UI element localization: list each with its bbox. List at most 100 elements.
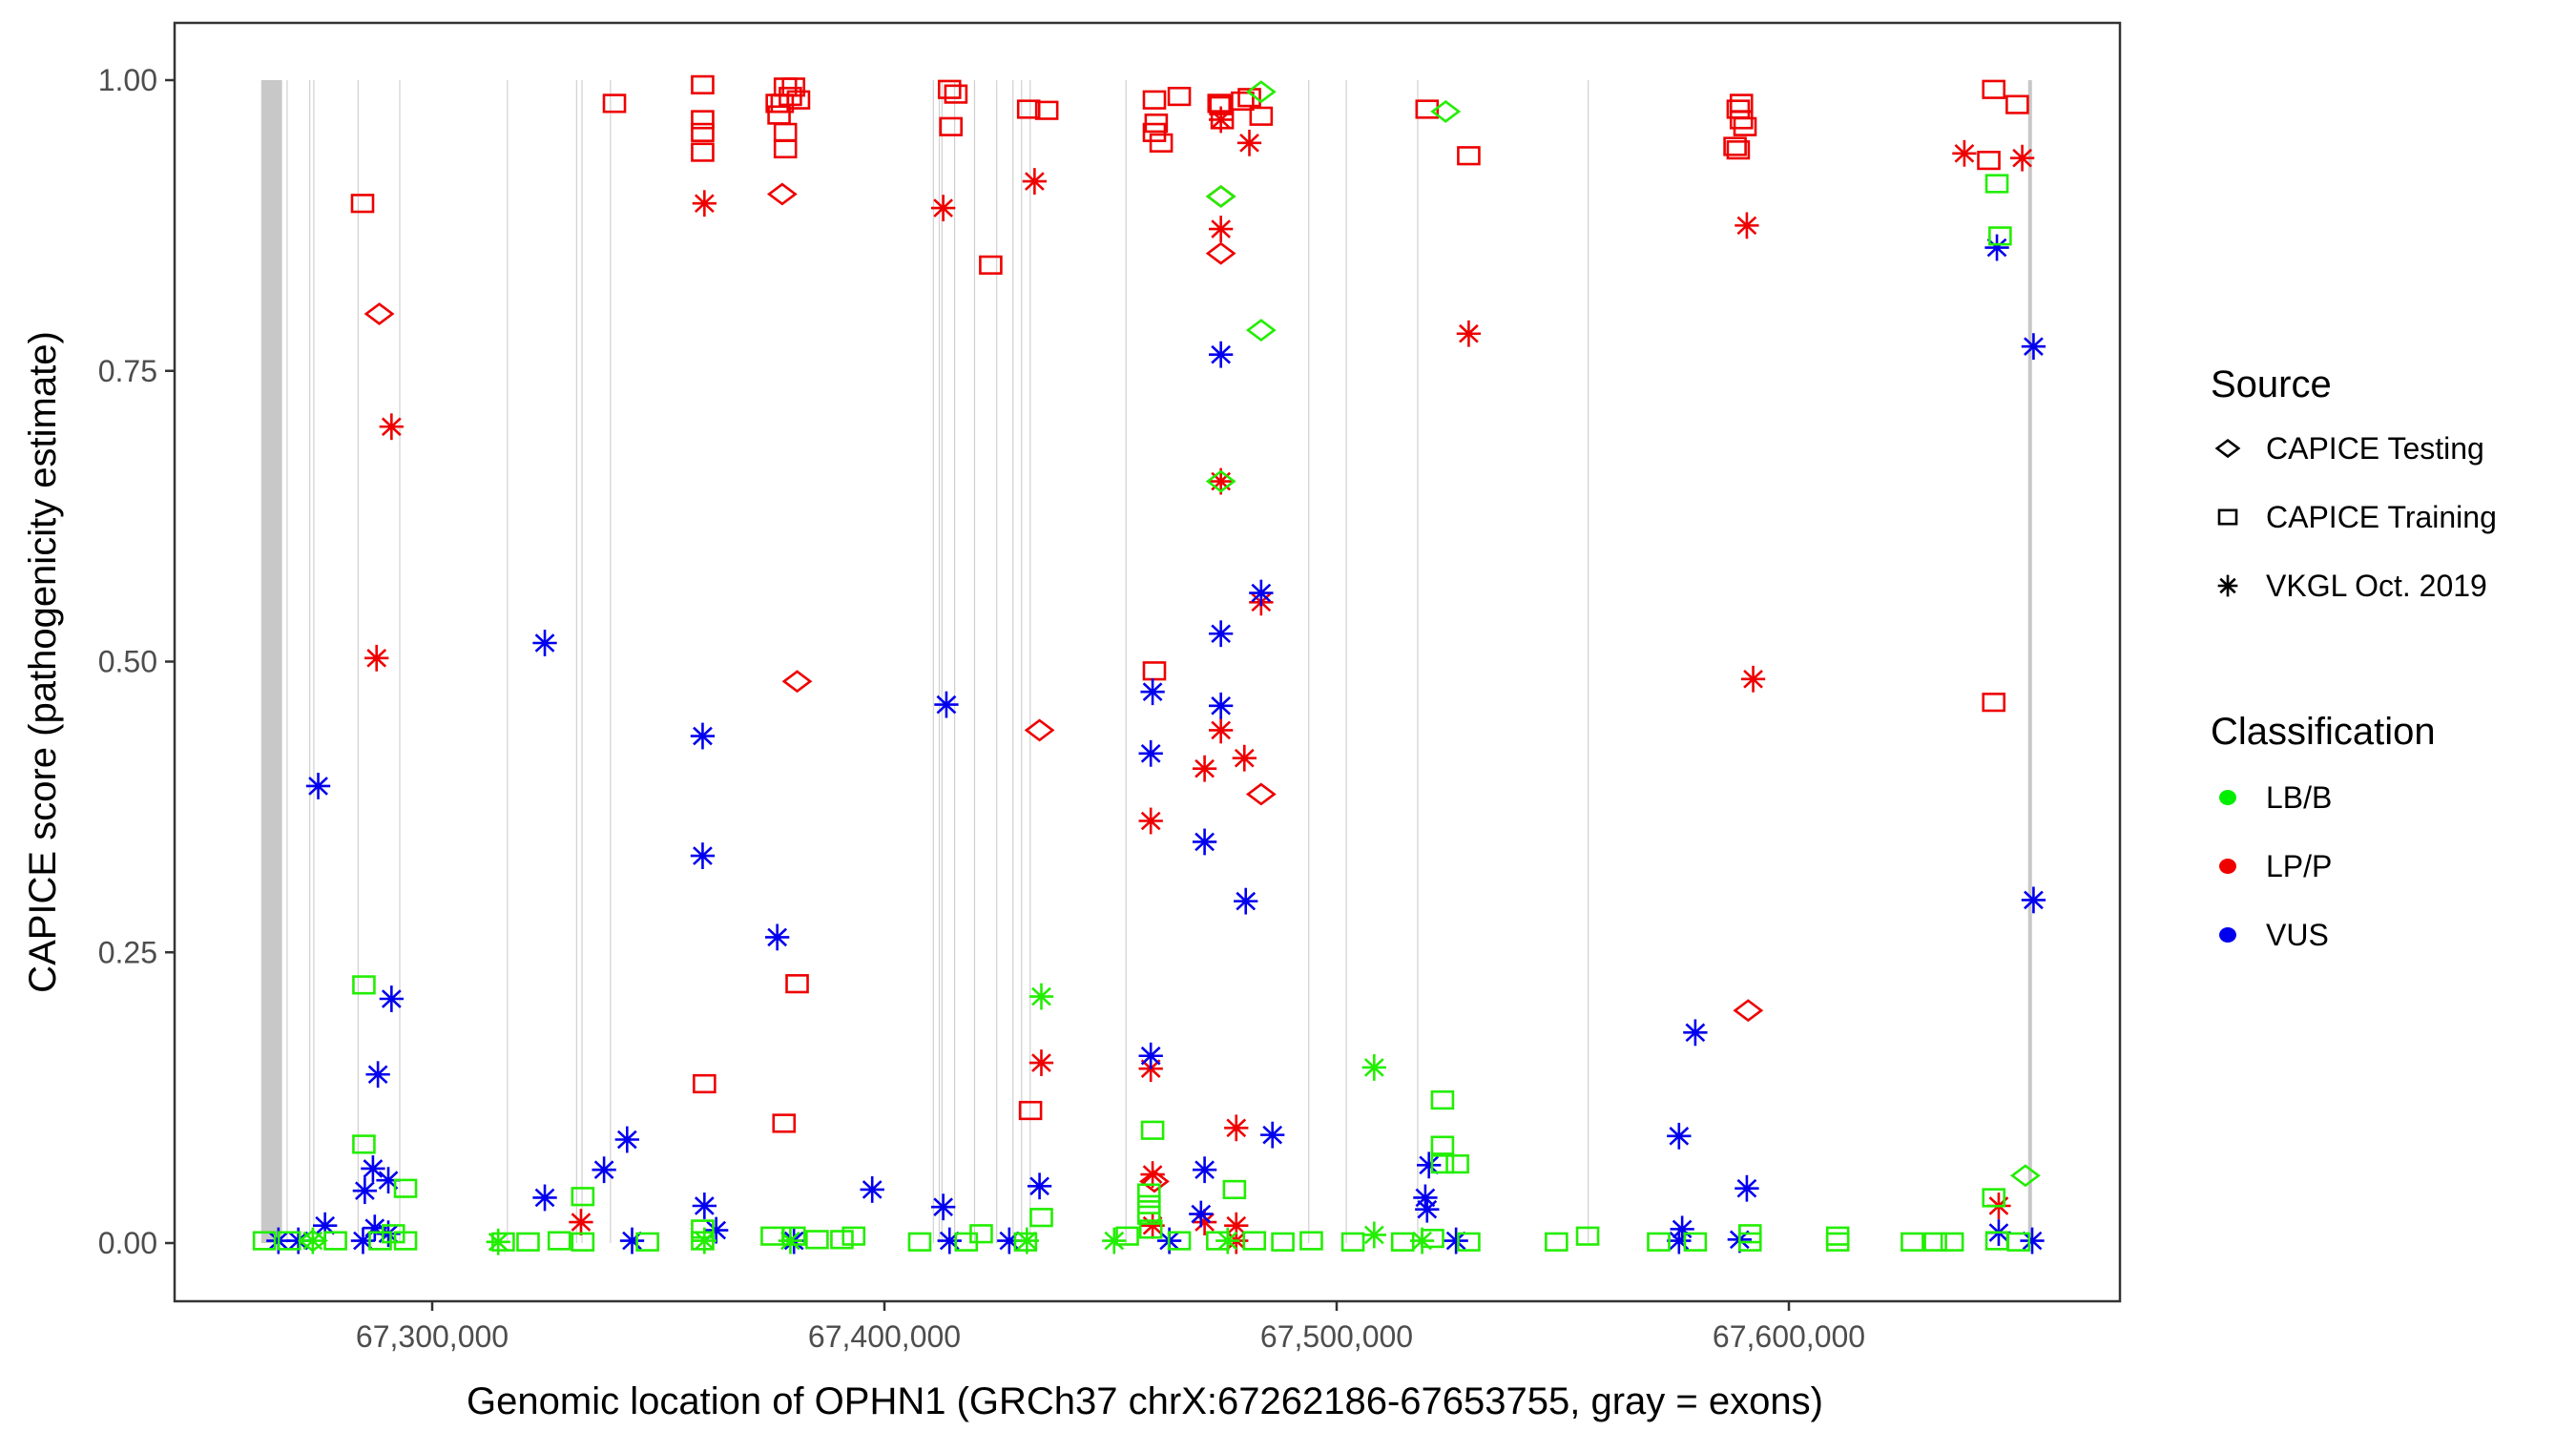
point-square — [1142, 122, 1167, 142]
point-diamond — [2009, 1164, 2041, 1188]
point-asterisk — [692, 1227, 717, 1255]
point-asterisk — [1138, 739, 1163, 767]
point-square — [979, 255, 1003, 275]
point-asterisk — [1415, 1195, 1440, 1223]
asterisk-stroke — [534, 1188, 555, 1208]
asterisk-stroke — [1211, 344, 1232, 364]
point-square — [2217, 508, 2238, 526]
exon-band — [2027, 80, 2032, 1243]
legend-class-items: LB/B LP/P VUS — [2219, 780, 2332, 952]
point-asterisk — [1260, 1121, 1285, 1149]
point-asterisk — [1224, 1212, 1249, 1239]
point-square — [693, 1073, 717, 1094]
legend-class-swatch — [2219, 790, 2236, 805]
series-vkgl-oct-2019-lb-b — [301, 983, 1435, 1255]
point-square — [772, 1113, 797, 1133]
asterisk-stroke — [1234, 748, 1255, 768]
asterisk-stroke — [933, 198, 953, 218]
asterisk-stroke — [593, 1160, 614, 1180]
legend-source-label: CAPICE Training — [2266, 500, 2497, 534]
asterisk-stroke — [1211, 219, 1232, 238]
asterisk-stroke — [1236, 891, 1257, 911]
asterisk-stroke — [2012, 148, 2032, 168]
asterisk-stroke — [1029, 1176, 1049, 1196]
point-square — [1136, 1183, 1161, 1203]
point-square — [1545, 1232, 1568, 1252]
point-asterisk — [569, 1209, 593, 1235]
asterisk-stroke — [366, 649, 387, 668]
points-layer — [252, 74, 2046, 1255]
point-asterisk — [1140, 1161, 1165, 1188]
asterisk-stroke — [1142, 1165, 1163, 1184]
point-diamond — [1205, 241, 1236, 265]
point-square — [1723, 136, 1747, 156]
exon-band — [313, 80, 315, 1243]
point-asterisk — [1138, 807, 1163, 835]
point-asterisk — [486, 1228, 510, 1255]
point-square — [381, 1224, 405, 1244]
series-capice-training-lp-p — [350, 74, 2029, 1133]
asterisk-stroke — [1363, 1058, 1384, 1077]
exon-band — [1125, 80, 1127, 1243]
point-square — [602, 93, 627, 114]
point-square — [907, 1232, 932, 1252]
point-asterisk — [1140, 678, 1165, 706]
point-square — [1029, 1208, 1053, 1228]
asterisk-stroke — [1226, 1215, 1247, 1235]
point-diamond — [1733, 999, 1764, 1023]
exon-band — [953, 80, 956, 1243]
point-asterisk — [1102, 1227, 1127, 1255]
point-square — [841, 1226, 866, 1246]
asterisk-stroke — [1195, 758, 1215, 778]
legend: Source CAPICE Testing CAPICE Training VKGL… — [2211, 363, 2497, 952]
point-asterisk — [1209, 341, 1234, 368]
point-diamond — [1205, 184, 1236, 208]
point-asterisk — [1236, 129, 1262, 156]
point-asterisk — [352, 1177, 378, 1205]
point-asterisk — [1022, 168, 1048, 195]
point-square — [1982, 693, 2006, 713]
point-asterisk — [1028, 1049, 1054, 1076]
exons-layer — [260, 80, 2032, 1243]
legend-source-title: Source — [2211, 363, 2332, 405]
point-asterisk — [765, 923, 790, 951]
point-diamond — [781, 670, 813, 694]
point-square — [352, 975, 376, 995]
y-tick-label: 0.50 — [98, 645, 157, 679]
y-axis-title: CAPICE score (pathogenicity estimate) — [22, 331, 64, 993]
asterisk-stroke — [1195, 1160, 1215, 1180]
point-square — [1167, 86, 1192, 107]
asterisk-stroke — [780, 1231, 800, 1251]
exon-band — [1308, 80, 1310, 1243]
asterisk-stroke — [1459, 323, 1479, 343]
point-asterisk — [1189, 1200, 1214, 1228]
point-square — [1445, 1154, 1469, 1174]
asterisk-stroke — [694, 1196, 715, 1215]
x-tick-label: 67,300,000 — [356, 1319, 509, 1354]
asterisk-stroke — [1140, 743, 1161, 763]
point-asterisk — [1735, 212, 1759, 239]
point-asterisk — [1232, 744, 1257, 772]
point-square — [1149, 133, 1174, 153]
asterisk-stroke — [1024, 172, 1045, 191]
point-asterisk — [1192, 828, 1217, 856]
exon-band — [932, 80, 934, 1243]
point-asterisk — [930, 195, 956, 222]
point-square — [691, 74, 715, 94]
point-asterisk — [379, 413, 404, 441]
point-square — [1733, 116, 1757, 136]
point-asterisk — [592, 1156, 616, 1184]
point-square — [1430, 1135, 1455, 1155]
x-tick-label: 67,400,000 — [808, 1319, 961, 1354]
point-asterisk — [379, 985, 404, 1012]
point-square — [547, 1231, 571, 1251]
point-square — [1249, 106, 1274, 126]
asterisk-stroke — [1217, 1231, 1238, 1251]
asterisk-stroke — [1195, 832, 1215, 852]
point-asterisk — [2021, 333, 2046, 361]
asterisk-stroke — [862, 1180, 883, 1199]
asterisk-stroke — [534, 633, 555, 653]
legend-source-items: CAPICE Testing CAPICE Training VKGL Oct. 2… — [2214, 431, 2497, 603]
asterisk-stroke — [1417, 1199, 1438, 1219]
